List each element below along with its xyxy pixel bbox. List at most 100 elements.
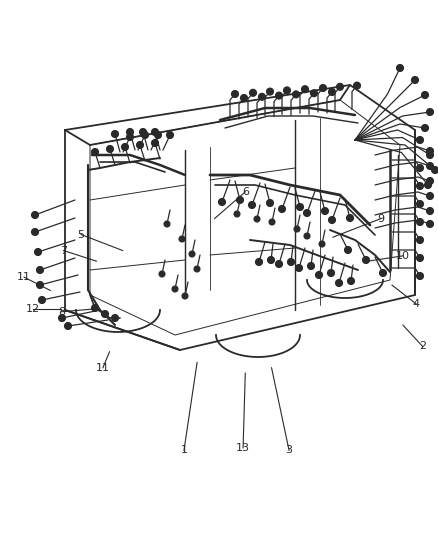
Circle shape [417, 136, 424, 143]
Text: 3: 3 [286, 446, 293, 455]
Circle shape [427, 151, 434, 158]
Text: 8: 8 [58, 307, 65, 317]
Circle shape [427, 207, 434, 214]
Circle shape [293, 91, 300, 98]
Circle shape [346, 214, 353, 222]
Circle shape [411, 77, 418, 84]
Circle shape [421, 125, 428, 132]
Circle shape [35, 248, 42, 255]
Text: 13: 13 [236, 443, 250, 453]
Circle shape [353, 82, 360, 89]
Circle shape [319, 85, 326, 92]
Circle shape [166, 132, 173, 139]
Text: 5: 5 [78, 230, 85, 239]
Circle shape [379, 270, 386, 277]
Circle shape [311, 90, 318, 96]
Circle shape [64, 322, 71, 329]
Circle shape [417, 254, 424, 262]
Circle shape [431, 166, 438, 174]
Circle shape [152, 140, 159, 147]
Circle shape [240, 94, 247, 101]
Circle shape [347, 278, 354, 285]
Circle shape [307, 262, 314, 270]
Circle shape [336, 279, 343, 287]
Circle shape [417, 272, 424, 279]
Circle shape [127, 128, 134, 135]
Circle shape [296, 264, 303, 271]
Circle shape [328, 216, 336, 223]
Circle shape [250, 90, 257, 96]
Circle shape [304, 233, 310, 239]
Circle shape [421, 92, 428, 99]
Circle shape [232, 91, 239, 98]
Circle shape [152, 128, 159, 135]
Circle shape [424, 182, 431, 189]
Text: 7: 7 [60, 246, 67, 255]
Text: 12: 12 [26, 304, 40, 314]
Circle shape [417, 165, 424, 172]
Text: 1: 1 [180, 446, 187, 455]
Circle shape [59, 314, 66, 321]
Circle shape [255, 259, 262, 265]
Circle shape [315, 271, 322, 279]
Circle shape [396, 64, 403, 71]
Text: 9: 9 [378, 214, 385, 223]
Circle shape [234, 211, 240, 217]
Circle shape [427, 221, 434, 228]
Circle shape [141, 132, 148, 139]
Circle shape [179, 236, 185, 242]
Text: 6: 6 [242, 187, 249, 197]
Circle shape [155, 132, 162, 139]
Circle shape [194, 266, 200, 272]
Circle shape [427, 177, 434, 184]
Circle shape [32, 212, 39, 219]
Text: 2: 2 [419, 342, 426, 351]
Circle shape [427, 148, 434, 155]
Circle shape [417, 237, 424, 244]
Circle shape [304, 209, 311, 216]
Circle shape [283, 87, 290, 94]
Circle shape [336, 83, 343, 90]
Circle shape [297, 204, 304, 211]
Circle shape [328, 270, 335, 277]
Circle shape [279, 206, 286, 213]
Circle shape [427, 192, 434, 199]
Circle shape [159, 271, 165, 277]
Circle shape [301, 86, 308, 93]
Circle shape [112, 314, 119, 321]
Circle shape [254, 216, 260, 222]
Circle shape [137, 141, 144, 149]
Circle shape [268, 256, 275, 263]
Circle shape [276, 261, 283, 268]
Circle shape [269, 219, 275, 225]
Text: 11: 11 [17, 272, 31, 282]
Circle shape [39, 296, 46, 303]
Circle shape [32, 229, 39, 236]
Circle shape [427, 163, 434, 169]
Circle shape [106, 146, 113, 152]
Text: 4: 4 [413, 299, 420, 309]
Circle shape [36, 281, 43, 288]
Circle shape [319, 241, 325, 247]
Circle shape [182, 293, 188, 299]
Circle shape [92, 304, 99, 311]
Circle shape [345, 246, 352, 254]
Circle shape [92, 149, 99, 156]
Circle shape [127, 133, 134, 141]
Circle shape [266, 199, 273, 206]
Circle shape [321, 207, 328, 214]
Circle shape [276, 92, 283, 99]
Circle shape [121, 143, 128, 150]
Circle shape [363, 256, 370, 263]
Circle shape [102, 311, 109, 318]
Text: 11: 11 [96, 363, 110, 373]
Circle shape [36, 266, 43, 273]
Circle shape [417, 182, 424, 190]
Circle shape [266, 88, 273, 95]
Circle shape [172, 286, 178, 292]
Circle shape [112, 131, 119, 138]
Circle shape [219, 198, 226, 206]
Circle shape [417, 219, 424, 225]
Circle shape [294, 226, 300, 232]
Circle shape [248, 201, 255, 208]
